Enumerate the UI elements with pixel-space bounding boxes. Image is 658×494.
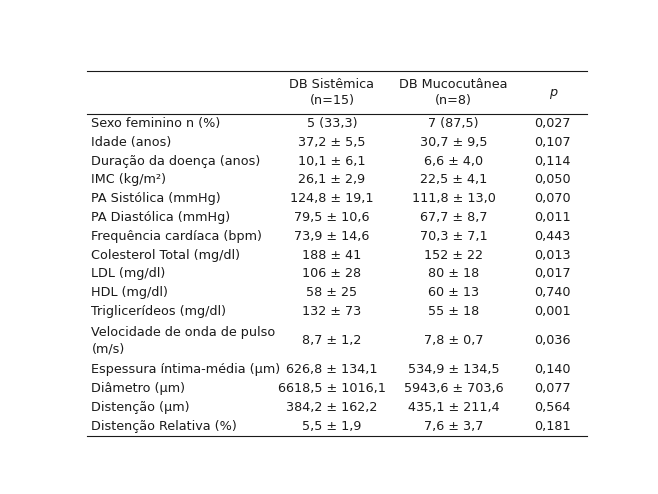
Text: 5,5 ± 1,9: 5,5 ± 1,9 xyxy=(302,420,362,433)
Text: 6618,5 ± 1016,1: 6618,5 ± 1016,1 xyxy=(278,382,386,395)
Text: 188 ± 41: 188 ± 41 xyxy=(302,248,361,262)
Text: Espessura íntima-média (µm): Espessura íntima-média (µm) xyxy=(91,364,280,376)
Text: 0,107: 0,107 xyxy=(534,136,571,149)
Text: 7 (87,5): 7 (87,5) xyxy=(428,117,479,130)
Text: Frequência cardíaca (bpm): Frequência cardíaca (bpm) xyxy=(91,230,263,243)
Text: Triglicerídeos (mg/dl): Triglicerídeos (mg/dl) xyxy=(91,305,226,318)
Text: Distenção Relativa (%): Distenção Relativa (%) xyxy=(91,420,237,433)
Text: PA Diastólica (mmHg): PA Diastólica (mmHg) xyxy=(91,211,230,224)
Text: 6,6 ± 4,0: 6,6 ± 4,0 xyxy=(424,155,483,167)
Text: 0,017: 0,017 xyxy=(534,267,571,281)
Text: DB Mucocutânea
(n=8): DB Mucocutânea (n=8) xyxy=(399,78,508,107)
Text: Idade (anos): Idade (anos) xyxy=(91,136,172,149)
Text: 8,7 ± 1,2: 8,7 ± 1,2 xyxy=(302,334,362,347)
Text: 0,077: 0,077 xyxy=(534,382,571,395)
Text: 0,013: 0,013 xyxy=(534,248,571,262)
Text: 0,114: 0,114 xyxy=(534,155,571,167)
Text: 0,036: 0,036 xyxy=(534,334,571,347)
Text: 70,3 ± 7,1: 70,3 ± 7,1 xyxy=(420,230,488,243)
Text: 67,7 ± 8,7: 67,7 ± 8,7 xyxy=(420,211,488,224)
Text: 132 ± 73: 132 ± 73 xyxy=(302,305,361,318)
Text: LDL (mg/dl): LDL (mg/dl) xyxy=(91,267,166,281)
Text: 384,2 ± 162,2: 384,2 ± 162,2 xyxy=(286,401,378,414)
Text: 111,8 ± 13,0: 111,8 ± 13,0 xyxy=(412,192,495,205)
Text: 0,140: 0,140 xyxy=(534,364,571,376)
Text: 0,001: 0,001 xyxy=(534,305,571,318)
Text: Colesterol Total (mg/dl): Colesterol Total (mg/dl) xyxy=(91,248,240,262)
Text: 60 ± 13: 60 ± 13 xyxy=(428,287,479,299)
Text: 58 ± 25: 58 ± 25 xyxy=(307,287,357,299)
Text: 435,1 ± 211,4: 435,1 ± 211,4 xyxy=(408,401,499,414)
Text: 79,5 ± 10,6: 79,5 ± 10,6 xyxy=(294,211,370,224)
Text: 7,6 ± 3,7: 7,6 ± 3,7 xyxy=(424,420,483,433)
Text: 80 ± 18: 80 ± 18 xyxy=(428,267,479,281)
Text: IMC (kg/m²): IMC (kg/m²) xyxy=(91,173,166,186)
Text: 5 (33,3): 5 (33,3) xyxy=(307,117,357,130)
Text: 106 ± 28: 106 ± 28 xyxy=(303,267,361,281)
Text: 5943,6 ± 703,6: 5943,6 ± 703,6 xyxy=(404,382,503,395)
Text: 0,443: 0,443 xyxy=(534,230,571,243)
Text: 534,9 ± 134,5: 534,9 ± 134,5 xyxy=(408,364,499,376)
Text: 626,8 ± 134,1: 626,8 ± 134,1 xyxy=(286,364,378,376)
Text: 0,027: 0,027 xyxy=(534,117,571,130)
Text: 22,5 ± 4,1: 22,5 ± 4,1 xyxy=(420,173,487,186)
Text: Duração da doença (anos): Duração da doença (anos) xyxy=(91,155,261,167)
Text: 0,070: 0,070 xyxy=(534,192,571,205)
Text: 26,1 ± 2,9: 26,1 ± 2,9 xyxy=(298,173,365,186)
Text: 10,1 ± 6,1: 10,1 ± 6,1 xyxy=(298,155,366,167)
Text: HDL (mg/dl): HDL (mg/dl) xyxy=(91,287,168,299)
Text: 0,564: 0,564 xyxy=(534,401,571,414)
Text: p: p xyxy=(549,86,557,99)
Text: 152 ± 22: 152 ± 22 xyxy=(424,248,483,262)
Text: 37,2 ± 5,5: 37,2 ± 5,5 xyxy=(298,136,366,149)
Text: 0,740: 0,740 xyxy=(534,287,571,299)
Text: Sexo feminino n (%): Sexo feminino n (%) xyxy=(91,117,220,130)
Text: 0,181: 0,181 xyxy=(534,420,571,433)
Text: Velocidade de onda de pulso
(m/s): Velocidade de onda de pulso (m/s) xyxy=(91,327,276,355)
Text: 124,8 ± 19,1: 124,8 ± 19,1 xyxy=(290,192,374,205)
Text: 30,7 ± 9,5: 30,7 ± 9,5 xyxy=(420,136,488,149)
Text: DB Sistêmica
(n=15): DB Sistêmica (n=15) xyxy=(290,78,374,107)
Text: Diâmetro (µm): Diâmetro (µm) xyxy=(91,382,186,395)
Text: 73,9 ± 14,6: 73,9 ± 14,6 xyxy=(294,230,370,243)
Text: PA Sistólica (mmHg): PA Sistólica (mmHg) xyxy=(91,192,221,205)
Text: 0,011: 0,011 xyxy=(534,211,571,224)
Text: 55 ± 18: 55 ± 18 xyxy=(428,305,479,318)
Text: 0,050: 0,050 xyxy=(534,173,571,186)
Text: Distenção (µm): Distenção (µm) xyxy=(91,401,190,414)
Text: 7,8 ± 0,7: 7,8 ± 0,7 xyxy=(424,334,484,347)
